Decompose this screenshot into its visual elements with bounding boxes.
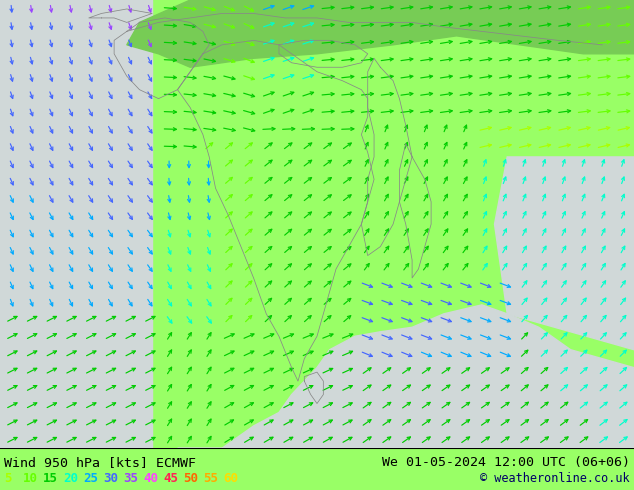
Polygon shape [0, 179, 152, 448]
Text: 35: 35 [123, 472, 138, 485]
Text: Wind 950 hPa [kts] ECMWF: Wind 950 hPa [kts] ECMWF [4, 456, 196, 469]
Text: 15: 15 [43, 472, 58, 485]
Text: 5: 5 [4, 472, 11, 485]
Text: 55: 55 [203, 472, 218, 485]
Text: 60: 60 [223, 472, 238, 485]
Polygon shape [178, 305, 634, 448]
Text: 45: 45 [163, 472, 178, 485]
Text: We 01-05-2024 12:00 UTC (06+06): We 01-05-2024 12:00 UTC (06+06) [382, 456, 630, 469]
Text: 20: 20 [63, 472, 78, 485]
Text: 10: 10 [23, 472, 38, 485]
Text: © weatheronline.co.uk: © weatheronline.co.uk [481, 472, 630, 485]
Text: 30: 30 [103, 472, 118, 485]
Polygon shape [495, 157, 634, 350]
Polygon shape [127, 0, 634, 67]
Text: 40: 40 [143, 472, 158, 485]
Text: 25: 25 [83, 472, 98, 485]
Text: 50: 50 [183, 472, 198, 485]
